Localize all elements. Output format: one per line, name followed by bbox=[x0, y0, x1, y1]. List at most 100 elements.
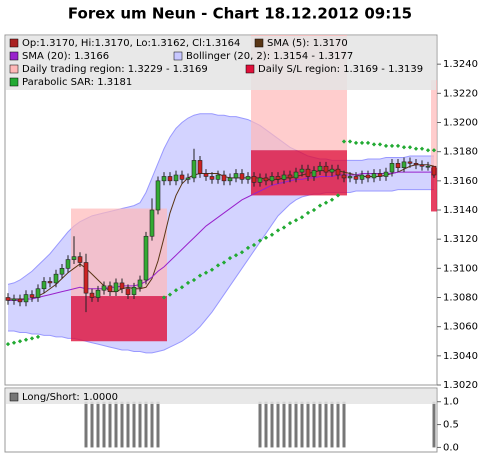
legend-label: SMA (5): 1.3170 bbox=[267, 38, 348, 49]
sar-dot bbox=[203, 270, 209, 275]
sar-dot bbox=[287, 221, 293, 226]
bar bbox=[90, 401, 94, 448]
sar-dot bbox=[323, 200, 329, 205]
candle-body bbox=[95, 289, 101, 298]
bar bbox=[258, 401, 262, 448]
y-tick-label: 1.3160 bbox=[443, 176, 478, 187]
candle-body bbox=[281, 174, 287, 180]
candle-body bbox=[245, 176, 251, 180]
candle-body bbox=[203, 173, 209, 177]
sar-dot bbox=[377, 142, 383, 147]
bar bbox=[156, 401, 160, 448]
candle-body bbox=[365, 174, 371, 179]
sar-dot bbox=[401, 145, 407, 150]
candle-body bbox=[383, 171, 389, 177]
bar bbox=[264, 401, 268, 448]
legend-swatch bbox=[9, 38, 19, 48]
candle-body bbox=[353, 176, 359, 180]
sar-dot bbox=[173, 288, 179, 293]
sar-dot bbox=[383, 143, 389, 148]
legend: Op:1.3170, Hi:1.3170, Lo:1.3162, Cl:1.31… bbox=[6, 36, 436, 404]
sar-dot bbox=[299, 215, 305, 220]
y-tick-label: 1.3080 bbox=[443, 293, 478, 304]
candle-body bbox=[17, 298, 23, 303]
chart-title: Forex um Neun - Chart 18.12.2012 09:15 bbox=[68, 5, 412, 23]
bar bbox=[114, 401, 118, 448]
candle-body bbox=[107, 285, 113, 292]
legend-swatch bbox=[9, 392, 19, 402]
legend-label: Parabolic SAR: 1.3181 bbox=[22, 77, 132, 88]
bar bbox=[330, 401, 334, 448]
sar-dot bbox=[419, 146, 425, 151]
sar-dot bbox=[281, 225, 287, 230]
candle-body bbox=[335, 168, 341, 176]
bar bbox=[306, 401, 310, 448]
candle-body bbox=[395, 163, 401, 169]
candle-body bbox=[323, 165, 329, 173]
bar bbox=[150, 401, 154, 448]
candle-body bbox=[35, 288, 41, 298]
candle-body bbox=[359, 174, 365, 180]
sar-dot bbox=[185, 280, 191, 286]
sar-dot bbox=[371, 142, 377, 147]
sar-dot bbox=[191, 277, 197, 283]
sar-dot bbox=[167, 292, 173, 297]
bar bbox=[288, 401, 292, 448]
bar bbox=[300, 401, 304, 448]
sar-dot bbox=[389, 143, 395, 148]
bar bbox=[324, 401, 328, 448]
sl-region bbox=[71, 296, 167, 342]
candle-body bbox=[233, 173, 239, 179]
candle-body bbox=[179, 174, 185, 180]
legend-label: Daily S/L region: 1.3169 - 1.3139 bbox=[258, 64, 423, 75]
sar-dot bbox=[305, 210, 311, 216]
candle-body bbox=[239, 173, 245, 180]
candle-body bbox=[341, 174, 347, 179]
candle-body bbox=[101, 285, 107, 291]
candle-body bbox=[371, 173, 377, 179]
candle-body bbox=[389, 163, 395, 173]
bar bbox=[342, 401, 346, 448]
legend-label: Op:1.3170, Hi:1.3170, Lo:1.3162, Cl:1.31… bbox=[22, 38, 240, 49]
sar-dot bbox=[239, 250, 245, 255]
candle-body bbox=[167, 176, 173, 182]
sar-dot bbox=[293, 218, 299, 223]
candle-body bbox=[131, 286, 137, 295]
candle-body bbox=[263, 177, 269, 182]
legend-label: Bollinger (20, 2): 1.3154 - 1.3177 bbox=[186, 51, 353, 62]
candle-body bbox=[197, 160, 203, 174]
candle-body bbox=[347, 176, 353, 179]
candle-body bbox=[287, 174, 293, 179]
candle-body bbox=[425, 165, 431, 168]
candle-body bbox=[23, 294, 29, 303]
sar-dot bbox=[365, 140, 371, 146]
candle-body bbox=[89, 292, 95, 298]
sar-dot bbox=[263, 235, 269, 240]
main-plot bbox=[5, 35, 437, 354]
candle-body bbox=[149, 209, 155, 237]
candle-body bbox=[269, 176, 275, 182]
sar-dot bbox=[425, 148, 431, 153]
bar bbox=[102, 401, 106, 448]
bar bbox=[318, 401, 322, 448]
sma-line bbox=[8, 171, 434, 301]
candle-body bbox=[305, 168, 311, 177]
y-tick-label: 1.3220 bbox=[443, 88, 478, 99]
sar-dot bbox=[245, 245, 251, 251]
sar-dot bbox=[197, 273, 203, 278]
sar-dot bbox=[329, 197, 335, 202]
bar bbox=[312, 401, 316, 448]
candle-body bbox=[275, 176, 281, 180]
sar-dot bbox=[215, 263, 221, 268]
candle-body bbox=[299, 168, 305, 173]
sar-dot bbox=[311, 207, 317, 213]
bar bbox=[120, 401, 124, 448]
candle-body bbox=[5, 297, 11, 301]
sar-dot bbox=[335, 193, 341, 198]
bar bbox=[336, 401, 340, 448]
candle-body bbox=[191, 160, 197, 179]
legend-swatch bbox=[173, 51, 183, 61]
legend-label: SMA (20): 1.3166 bbox=[22, 51, 109, 62]
sl-region bbox=[431, 167, 437, 212]
